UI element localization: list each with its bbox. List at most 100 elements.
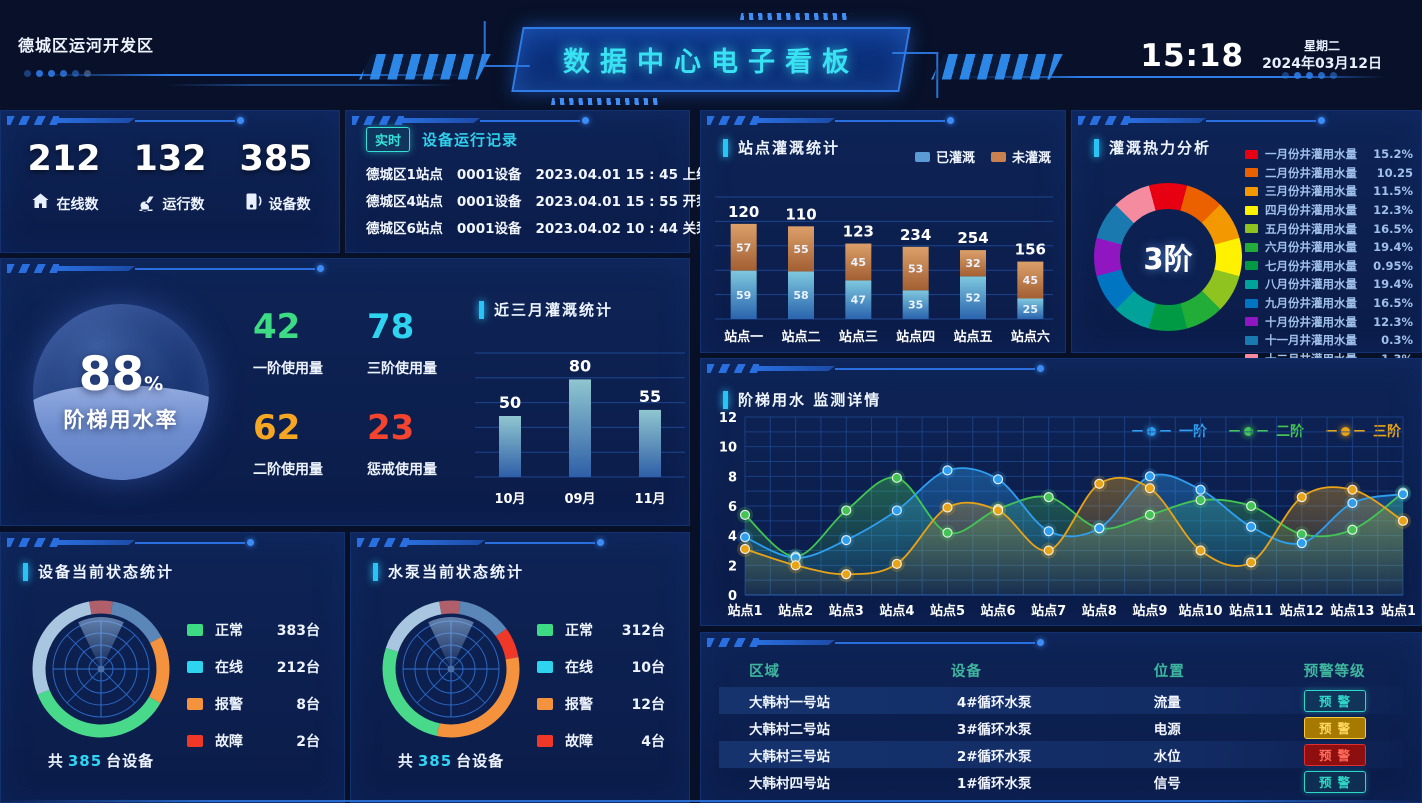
clock-weekday: 星期二	[1304, 39, 1341, 54]
legend-swatch	[1245, 186, 1258, 196]
svg-text:站点3: 站点3	[829, 603, 864, 619]
svg-text:55: 55	[793, 243, 808, 256]
panel-title: 近三月灌溉统计	[494, 301, 614, 319]
column-header: 设备	[950, 663, 982, 680]
region-label: 德城区运河开发区	[18, 36, 155, 55]
legend-item: 报警 12台	[537, 694, 683, 714]
legend-count: 8台	[296, 697, 320, 713]
svg-text:站点11: 站点11	[1229, 603, 1273, 619]
svg-text:57: 57	[736, 241, 751, 254]
usage-value: 23	[367, 407, 415, 448]
legend-swatch	[1245, 224, 1258, 234]
legend-swatch	[1245, 335, 1258, 345]
legend-swatch	[187, 698, 203, 710]
legend-swatch	[914, 151, 930, 162]
svg-text:52: 52	[965, 292, 980, 305]
alert-level-button[interactable]: 预警	[1303, 689, 1366, 712]
svg-text:站点10: 站点10	[1178, 603, 1222, 619]
svg-text:45: 45	[851, 256, 866, 269]
svg-text:10: 10	[719, 441, 737, 456]
svg-text:站点13: 站点13	[1330, 603, 1374, 619]
legend-item: 九月份井灌用水量 16.5%	[1245, 294, 1413, 313]
panel-water-rate: 88% 阶梯用水率 42 一阶使用量 78 三阶使用量 62 二阶使用量 23 惩戒使用量 近…	[0, 258, 690, 526]
legend-label: 报警	[565, 697, 593, 713]
legend-label: 已灌溉	[935, 151, 975, 166]
legend-value: 11.5%	[1373, 184, 1413, 199]
cell-device: 4#循环水泵	[956, 694, 1032, 711]
svg-text:站点六: 站点六	[1011, 329, 1050, 345]
gauge-label: 阶梯用水率	[63, 407, 179, 432]
legend-item: 三月份井灌用水量 11.5%	[1245, 182, 1413, 201]
svg-text:站点一: 站点一	[724, 329, 763, 345]
record-row: 德城区1站点 0001设备 2023.04.01 15 : 45 上线	[366, 162, 710, 189]
svg-text:45: 45	[1023, 274, 1038, 287]
usage-stat: 62 二阶使用量	[241, 394, 355, 495]
realtime-badge: 实时	[366, 127, 411, 152]
decor-ticks	[739, 13, 852, 20]
legend-label: 未灌溉	[1011, 151, 1051, 166]
svg-text:120: 120	[728, 203, 759, 221]
header: 德城区运河开发区 数据中心电子看板 15:18 星期二 2024年03月12日	[0, 0, 1422, 105]
legend-label: 八月份井灌用水量	[1265, 277, 1357, 292]
legend-swatch	[537, 735, 553, 747]
legend-swatch	[1245, 168, 1258, 178]
svg-text:50: 50	[499, 393, 521, 412]
legend-label: 一月份井灌用水量	[1265, 147, 1357, 162]
svg-text:234: 234	[900, 226, 931, 244]
legend-value: 19.4%	[1373, 277, 1413, 292]
legend-count: 383台	[276, 623, 320, 639]
stat-label: 在线数	[30, 191, 99, 216]
alert-level-button[interactable]: 预警	[1303, 770, 1366, 793]
panel-heat-analysis: 灌溉热力分析 3阶 一月份井灌用水量 15.2% 二月份井灌用水量 10.25 三月份井…	[1071, 110, 1422, 366]
svg-text:10月: 10月	[494, 492, 525, 507]
cell-region: 大韩村三号站	[749, 748, 830, 765]
device-radar-donut	[26, 594, 176, 748]
stat-value: 212	[27, 139, 101, 179]
svg-text:8: 8	[728, 470, 737, 485]
legend-item: 五月份井灌用水量 16.5%	[1245, 219, 1413, 238]
legend-item: 二月份井灌用水量 10.25	[1245, 164, 1413, 183]
water-fill	[33, 385, 209, 480]
legend-item: 故障 4台	[537, 731, 683, 751]
decor-corner	[483, 21, 530, 67]
clock: 15:18 星期二 2024年03月12日	[1140, 38, 1382, 74]
legend-line	[1160, 430, 1171, 432]
stat-item: 132 运行数	[133, 139, 206, 216]
svg-text:站点1: 站点1	[727, 603, 762, 619]
decor-bottom-line	[0, 800, 1422, 802]
title-banner: 数据中心电子看板	[483, 13, 939, 105]
stat-label: 运行数	[136, 191, 205, 216]
stat-item: 212 在线数	[27, 139, 100, 216]
record-time: 2023.04.01 15 : 45 上线	[535, 167, 710, 183]
svg-text:站点5: 站点5	[930, 603, 965, 619]
svg-text:254: 254	[957, 229, 988, 247]
cell-position: 信号	[1153, 775, 1181, 792]
legend-label: 三月份井灌用水量	[1265, 184, 1357, 199]
legend-value: 15.2%	[1373, 147, 1413, 162]
legend-swatch	[187, 624, 203, 636]
cell-level: 预警	[1266, 689, 1403, 712]
decor-dots-left	[24, 70, 91, 77]
svg-text:站点14: 站点14	[1381, 603, 1415, 619]
svg-text:156: 156	[1015, 241, 1046, 259]
gauge-percent: 88	[78, 346, 145, 402]
legend-item: 十月份井灌用水量 12.3%	[1245, 312, 1413, 331]
legend-swatch	[537, 661, 553, 673]
legend-label: 四月份井灌用水量	[1265, 203, 1357, 218]
pump-total: 共 385 台设备	[397, 752, 505, 770]
record-device: 0001设备	[456, 221, 522, 237]
legend-item: 十一月井灌用水量 0.3%	[1245, 331, 1413, 350]
title-marker	[479, 300, 484, 319]
legend-count: 4台	[641, 734, 665, 750]
decor-dots-right	[1282, 72, 1337, 79]
svg-text:站点四: 站点四	[896, 329, 935, 345]
cell-position: 电源	[1153, 721, 1181, 738]
alert-level-button[interactable]: 预警	[1303, 743, 1366, 766]
svg-text:11月: 11月	[634, 492, 665, 507]
stat-value: 132	[133, 139, 207, 179]
svg-text:25: 25	[1023, 303, 1038, 316]
legend-item: 报警 8台	[187, 694, 338, 714]
alert-level-button[interactable]: 预警	[1303, 716, 1366, 739]
legend-label: 正常	[565, 623, 593, 639]
